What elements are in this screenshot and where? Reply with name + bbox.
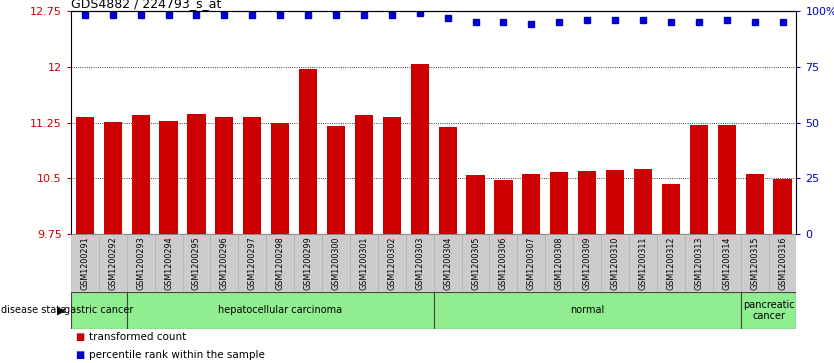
Bar bbox=[461, 234, 490, 292]
Bar bbox=[545, 234, 573, 292]
Text: GSM1200306: GSM1200306 bbox=[499, 236, 508, 290]
Bar bbox=[490, 234, 517, 292]
Bar bbox=[662, 184, 680, 234]
Bar bbox=[406, 234, 434, 292]
Text: GSM1200302: GSM1200302 bbox=[387, 236, 396, 290]
Bar bbox=[103, 122, 122, 234]
Bar bbox=[606, 170, 624, 234]
Bar bbox=[601, 234, 629, 292]
Text: disease state: disease state bbox=[1, 305, 66, 315]
Bar bbox=[154, 234, 183, 292]
Bar bbox=[322, 234, 350, 292]
Bar bbox=[629, 234, 657, 292]
Text: GSM1200312: GSM1200312 bbox=[666, 236, 676, 290]
Bar bbox=[378, 234, 406, 292]
Bar bbox=[188, 114, 205, 234]
Bar bbox=[550, 172, 568, 234]
Text: GSM1200292: GSM1200292 bbox=[108, 236, 118, 290]
Bar bbox=[657, 234, 685, 292]
Bar bbox=[350, 234, 378, 292]
Text: GSM1200301: GSM1200301 bbox=[359, 236, 369, 290]
Text: GSM1200310: GSM1200310 bbox=[610, 236, 620, 290]
Text: GSM1200296: GSM1200296 bbox=[220, 236, 229, 290]
Text: GSM1200314: GSM1200314 bbox=[722, 236, 731, 290]
Text: GSM1200294: GSM1200294 bbox=[164, 236, 173, 290]
Text: hepatocellular carcinoma: hepatocellular carcinoma bbox=[219, 305, 342, 315]
Bar bbox=[410, 64, 429, 234]
Bar bbox=[239, 234, 266, 292]
Bar bbox=[522, 174, 540, 234]
Text: normal: normal bbox=[570, 305, 605, 315]
Bar bbox=[244, 117, 261, 234]
Bar bbox=[98, 234, 127, 292]
Bar bbox=[634, 170, 652, 234]
Text: GSM1200298: GSM1200298 bbox=[276, 236, 284, 290]
Bar bbox=[354, 115, 373, 234]
Bar bbox=[183, 234, 210, 292]
Text: GSM1200291: GSM1200291 bbox=[80, 236, 89, 290]
Bar bbox=[159, 121, 178, 234]
Text: GSM1200308: GSM1200308 bbox=[555, 236, 564, 290]
Text: ▶: ▶ bbox=[58, 305, 66, 315]
Bar bbox=[215, 117, 234, 234]
Bar bbox=[685, 234, 713, 292]
Text: GSM1200304: GSM1200304 bbox=[443, 236, 452, 290]
Text: percentile rank within the sample: percentile rank within the sample bbox=[89, 350, 265, 360]
Text: GSM1200300: GSM1200300 bbox=[331, 236, 340, 290]
Text: ■: ■ bbox=[75, 332, 84, 342]
Text: gastric cancer: gastric cancer bbox=[64, 305, 133, 315]
Bar bbox=[127, 234, 154, 292]
Text: GSM1200309: GSM1200309 bbox=[583, 236, 591, 290]
Bar bbox=[71, 234, 98, 292]
Bar bbox=[690, 125, 708, 234]
Bar bbox=[773, 179, 791, 234]
Bar bbox=[210, 234, 239, 292]
Bar bbox=[466, 175, 485, 234]
Text: GDS4882 / 224793_s_at: GDS4882 / 224793_s_at bbox=[71, 0, 221, 10]
Text: pancreatic
cancer: pancreatic cancer bbox=[743, 299, 794, 321]
Text: ■: ■ bbox=[75, 350, 84, 360]
Bar bbox=[741, 292, 796, 329]
Text: GSM1200311: GSM1200311 bbox=[639, 236, 647, 290]
Bar bbox=[294, 234, 322, 292]
Bar bbox=[266, 234, 294, 292]
Text: GSM1200293: GSM1200293 bbox=[136, 236, 145, 290]
Bar bbox=[713, 234, 741, 292]
Text: GSM1200297: GSM1200297 bbox=[248, 236, 257, 290]
Bar bbox=[517, 234, 545, 292]
Bar bbox=[717, 126, 736, 234]
Bar bbox=[271, 122, 289, 234]
Bar bbox=[383, 117, 401, 234]
Text: GSM1200313: GSM1200313 bbox=[694, 236, 703, 290]
Text: GSM1200299: GSM1200299 bbox=[304, 236, 313, 290]
Bar bbox=[741, 234, 769, 292]
Bar bbox=[439, 127, 457, 234]
Bar bbox=[746, 174, 764, 234]
Bar bbox=[76, 117, 94, 234]
Text: GSM1200315: GSM1200315 bbox=[750, 236, 759, 290]
Bar bbox=[573, 234, 601, 292]
Text: GSM1200305: GSM1200305 bbox=[471, 236, 480, 290]
Text: GSM1200303: GSM1200303 bbox=[415, 236, 425, 290]
Bar bbox=[299, 69, 317, 234]
Bar bbox=[769, 234, 796, 292]
Bar bbox=[434, 292, 741, 329]
Bar bbox=[327, 126, 345, 234]
Bar bbox=[434, 234, 461, 292]
Text: GSM1200295: GSM1200295 bbox=[192, 236, 201, 290]
Bar bbox=[127, 292, 434, 329]
Bar bbox=[578, 171, 596, 234]
Text: GSM1200316: GSM1200316 bbox=[778, 236, 787, 290]
Text: GSM1200307: GSM1200307 bbox=[527, 236, 536, 290]
Bar bbox=[71, 292, 127, 329]
Text: transformed count: transformed count bbox=[89, 332, 187, 342]
Bar bbox=[495, 180, 513, 234]
Bar bbox=[132, 115, 150, 234]
